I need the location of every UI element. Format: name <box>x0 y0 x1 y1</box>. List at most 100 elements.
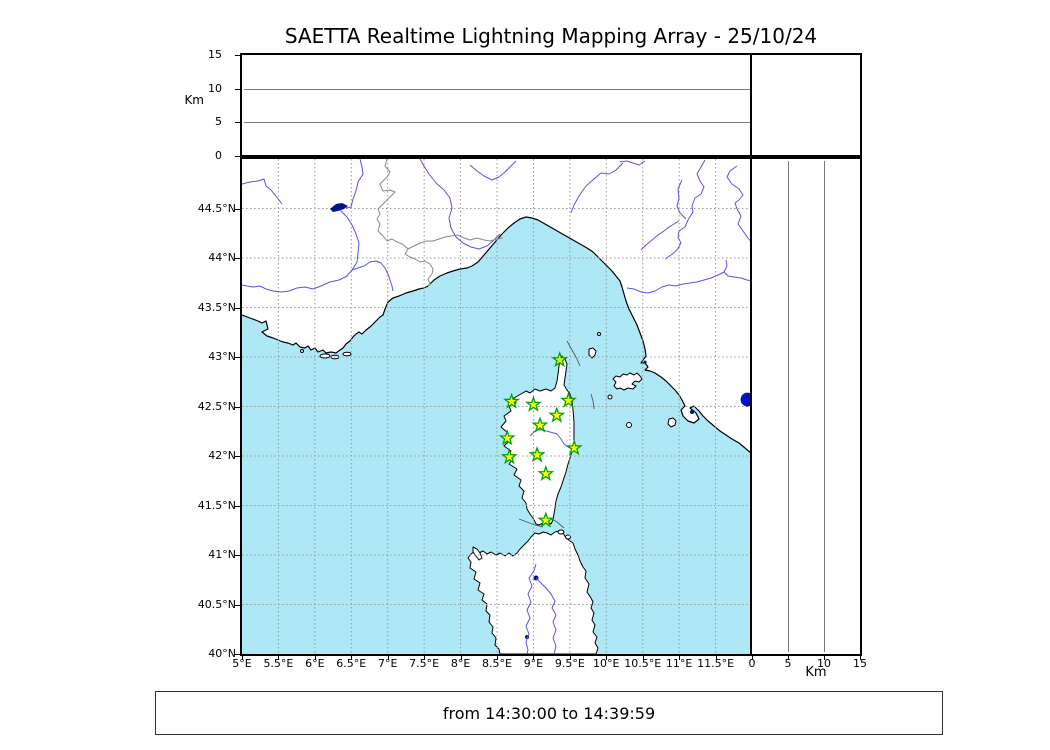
lon-tick-label: 9°E <box>523 657 544 670</box>
island-hyeres-3 <box>342 351 352 357</box>
station-star-marker <box>548 406 566 423</box>
lon-tick-mark <box>314 655 316 660</box>
lat-tick-mark <box>235 604 240 606</box>
alt-top-tick-mark <box>235 122 240 124</box>
km-label-top: Km <box>184 93 204 107</box>
lon-tick-label: 7°E <box>377 657 398 670</box>
lagoon-piombino <box>643 360 647 364</box>
island-giglio <box>667 417 677 428</box>
lon-tick-label: 10.5°E <box>624 657 662 670</box>
lat-tick-label: 42°N <box>208 449 236 462</box>
lon-tick-label: 10°E <box>593 657 620 670</box>
alt-right-tick-mark <box>860 655 861 660</box>
event-dot <box>740 392 752 407</box>
lon-tick-mark <box>460 655 462 660</box>
station-markers <box>498 351 583 528</box>
island-montecristo <box>626 422 632 428</box>
station-star-marker <box>551 351 569 368</box>
lon-tick-label: 6°E <box>305 657 325 670</box>
island-toulon <box>300 349 304 353</box>
lat-tick-mark <box>235 505 240 507</box>
altitude-panel-right <box>750 157 862 656</box>
alt-right-tick-label: 10 <box>817 657 831 670</box>
lake-serre-poncon <box>330 203 348 212</box>
lat-tick-mark <box>235 208 240 210</box>
lon-tick-mark <box>569 655 571 660</box>
island-pianosa <box>607 394 613 400</box>
lat-tick-label: 43.5°N <box>197 300 236 314</box>
lon-tick-label: 9.5°E <box>554 657 585 670</box>
alt-top-tick-label: 0 <box>215 149 222 162</box>
lat-tick-label: 44°N <box>208 251 236 264</box>
alt-top-tick-label: 15 <box>208 48 222 61</box>
lon-tick-label: 6.5°E <box>336 657 367 670</box>
alt-right-tick-label: 5 <box>784 657 792 670</box>
lon-tick-label: 5°E <box>232 657 252 670</box>
lat-tick-label: 41.5°N <box>197 498 236 512</box>
lat-tick-label: 41°N <box>208 548 236 561</box>
map-canvas <box>242 159 752 654</box>
island-hyeres-1 <box>319 353 331 359</box>
lat-tick-mark <box>235 406 240 408</box>
alt-right-gridline <box>824 161 825 652</box>
island-elba <box>612 372 643 391</box>
corner-panel <box>750 53 862 159</box>
lat-tick-label: 42.5°N <box>197 399 236 413</box>
island-gorgona <box>597 332 601 336</box>
alt-right-tick-mark <box>824 655 825 660</box>
lon-tick-mark <box>424 655 426 660</box>
lon-tick-mark <box>533 655 535 660</box>
station-star-marker <box>531 416 549 433</box>
lat-tick-mark <box>235 555 240 556</box>
time-range-text: from 14:30:00 to 14:39:59 <box>442 703 656 723</box>
lat-tick-mark <box>235 654 240 655</box>
alt-right-tick-label: 15 <box>853 657 867 670</box>
alt-top-gridline <box>244 88 750 90</box>
page-title: SAETTA Realtime Lightning Mapping Array … <box>284 24 818 48</box>
station-star-marker <box>528 446 546 463</box>
lagoon-orbetello <box>690 410 694 414</box>
event-point-dot <box>740 392 752 407</box>
lon-tick-label: 11.5°E <box>697 657 735 670</box>
lat-tick-mark <box>235 357 240 358</box>
lon-tick-label: 8.5°E <box>482 657 512 670</box>
alt-top-tick-label: 10 <box>208 81 222 95</box>
lat-tick-label: 40.5°N <box>197 597 236 611</box>
lon-tick-mark <box>606 655 608 660</box>
lon-tick-label: 11°E <box>665 657 693 670</box>
station-star-marker <box>524 395 542 412</box>
station-star-marker <box>537 464 555 482</box>
lat-tick-mark <box>235 456 240 457</box>
lon-tick-mark <box>387 655 389 660</box>
station-star-marker <box>498 429 516 446</box>
alt-right-tick-mark <box>788 655 789 660</box>
altitude-panel-top <box>240 53 754 159</box>
island-asinara <box>472 546 483 561</box>
lon-tick-label: 8°E <box>450 657 471 670</box>
lat-tick-label: 44.5°N <box>197 201 236 215</box>
lon-tick-mark <box>351 655 353 660</box>
alt-top-tick-label: 5 <box>215 115 222 129</box>
alt-right-gridline <box>788 161 789 652</box>
alt-right-tick-mark <box>752 655 753 660</box>
lat-tick-label: 40°N <box>208 647 236 660</box>
station-star-marker <box>565 439 583 456</box>
lat-tick-mark <box>235 307 240 309</box>
alt-top-tick-mark <box>235 55 240 56</box>
island-capraia <box>588 347 597 359</box>
alt-top-tick-mark <box>235 88 240 90</box>
island-corsica <box>500 355 575 526</box>
map-panel <box>240 157 754 656</box>
station-star-marker <box>500 448 518 465</box>
lon-tick-mark <box>278 655 280 660</box>
lon-tick-mark <box>497 655 498 660</box>
lon-tick-mark <box>679 655 681 660</box>
time-range-box: from 14:30:00 to 14:39:59 <box>155 691 943 735</box>
lon-tick-mark <box>242 655 243 660</box>
island-maddalena-1 <box>557 529 565 535</box>
station-star-marker <box>537 511 555 528</box>
rivers <box>242 159 752 654</box>
graticule-grid <box>242 159 752 654</box>
lat-tick-label: 43°N <box>208 350 236 363</box>
